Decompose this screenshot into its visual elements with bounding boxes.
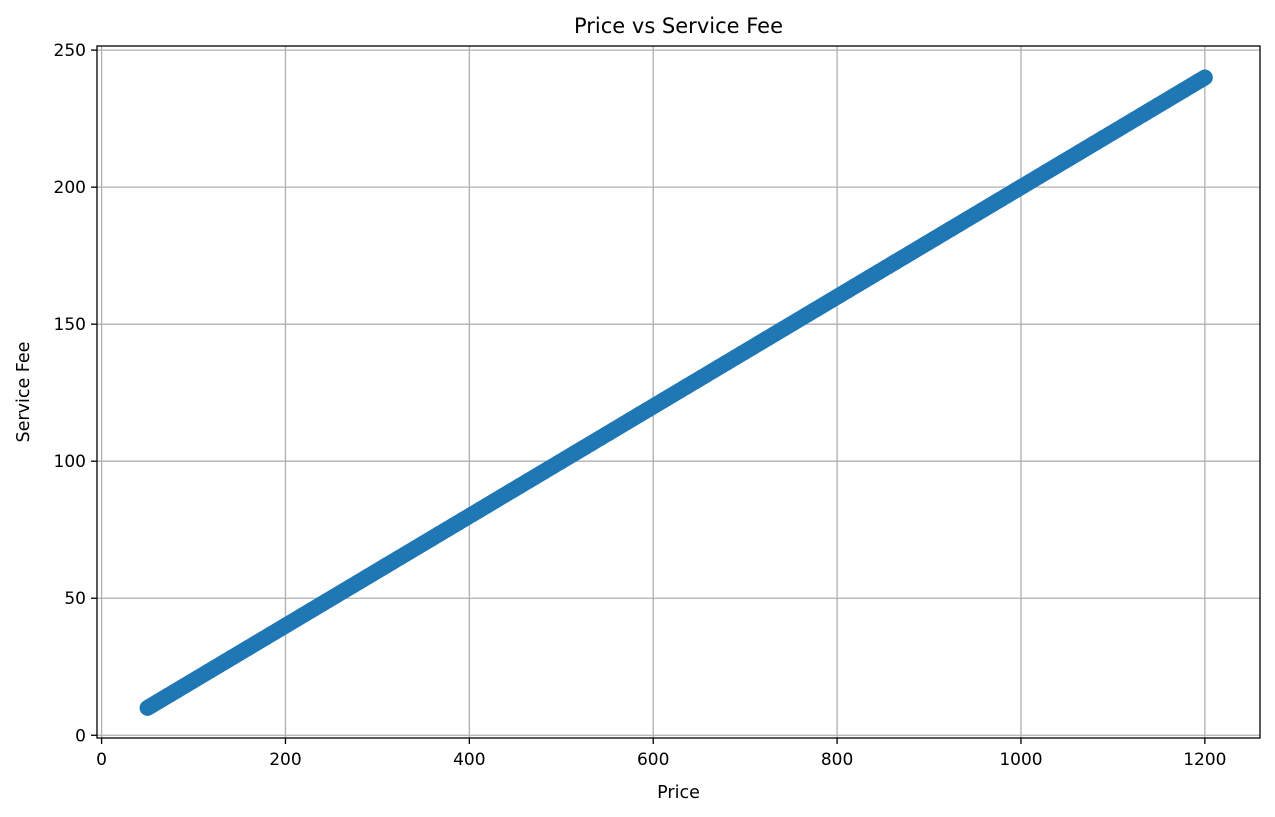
x-tick-label: 600: [637, 750, 669, 770]
y-tick-label: 150: [54, 315, 86, 335]
y-axis-ticks: 0 50 100 150 200 250: [54, 41, 97, 746]
x-axis-ticks: 0 200 400 600 800 1000 1200: [96, 738, 1226, 770]
x-axis-label: Price: [657, 783, 700, 803]
x-tick-label: 0: [96, 750, 107, 770]
x-tick-label: 400: [453, 750, 485, 770]
x-tick-label: 1000: [999, 750, 1042, 770]
grid-lines: [97, 46, 1260, 738]
y-tick-label: 250: [54, 41, 86, 61]
x-tick-label: 200: [269, 750, 301, 770]
y-axis-label: Service Fee: [14, 342, 34, 443]
y-tick-label: 200: [54, 178, 86, 198]
data-points: [139, 69, 1213, 716]
plot-area-frame: [96, 45, 1261, 739]
chart-title: Price vs Service Fee: [574, 14, 783, 38]
y-tick-label: 50: [64, 589, 86, 609]
y-tick-label: 100: [54, 452, 86, 472]
x-tick-label: 800: [821, 750, 853, 770]
y-tick-label: 0: [75, 726, 86, 746]
x-tick-label: 1200: [1183, 750, 1226, 770]
scatter-point: [1196, 69, 1213, 86]
